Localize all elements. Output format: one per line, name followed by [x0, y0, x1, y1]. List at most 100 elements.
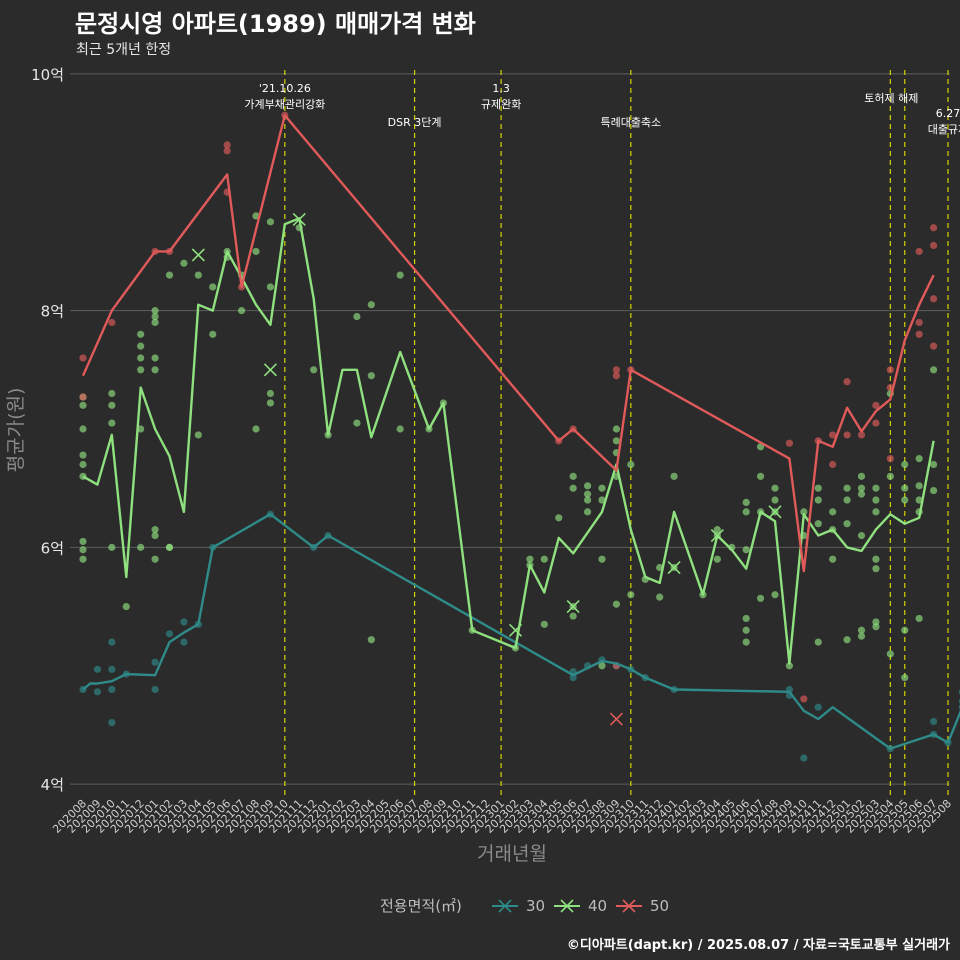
data-point-40 — [742, 614, 750, 623]
data-point-40 — [396, 271, 404, 279]
data-point-40 — [742, 638, 750, 646]
cross-marker-40 — [292, 212, 306, 227]
data-point-50 — [829, 431, 837, 439]
data-point-40 — [915, 454, 923, 463]
data-point-40 — [209, 330, 217, 338]
data-point-30 — [151, 658, 159, 666]
data-point-30 — [569, 674, 577, 682]
data-point-40 — [266, 283, 275, 291]
data-point-40 — [137, 342, 145, 350]
data-point-40 — [627, 460, 635, 469]
data-point-40 — [583, 496, 592, 504]
data-point-50 — [223, 147, 231, 155]
data-point-40 — [656, 593, 664, 601]
scatter-points — [79, 111, 960, 762]
data-point-50 — [929, 224, 938, 232]
grid-lines — [70, 73, 950, 785]
data-point-50 — [915, 247, 923, 256]
data-point-40 — [79, 401, 87, 409]
data-point-40 — [886, 650, 894, 658]
annotation-label: 6.27 — [936, 107, 960, 120]
data-point-40 — [237, 307, 246, 315]
data-point-40 — [612, 425, 621, 433]
data-point-40 — [367, 372, 375, 380]
data-point-50 — [886, 454, 894, 463]
data-point-40 — [151, 366, 159, 374]
data-point-40 — [670, 472, 678, 480]
legend-title: 전용면적(㎡) — [380, 897, 462, 915]
data-point-40 — [843, 496, 851, 504]
annotation-label: DSR 3단계 — [388, 116, 442, 129]
data-point-50 — [108, 318, 116, 327]
data-point-40 — [137, 354, 145, 362]
data-point-40 — [771, 484, 779, 492]
y-axis-ticks: 4억 6억 8억 10억 — [31, 66, 64, 794]
data-point-40 — [742, 498, 750, 506]
data-point-40 — [857, 632, 866, 640]
data-point-40 — [569, 472, 577, 480]
data-point-40 — [122, 602, 130, 611]
data-point-40 — [79, 555, 87, 563]
data-point-40 — [79, 460, 87, 469]
data-point-40 — [353, 419, 361, 427]
data-point-50 — [79, 393, 87, 401]
data-point-40 — [843, 636, 851, 644]
data-point-40 — [151, 307, 159, 315]
data-point-40 — [151, 312, 159, 321]
data-point-50 — [872, 401, 880, 409]
data-point-40 — [252, 247, 260, 256]
data-point-40 — [843, 520, 851, 528]
cross-marker-40 — [508, 623, 523, 637]
data-point-40 — [583, 508, 592, 516]
chart-caption: ©디아파트(dapt.kr) / 2025.08.07 / 자료=국토교통부 실… — [566, 938, 950, 953]
data-point-40 — [872, 555, 880, 563]
data-point-40 — [857, 490, 866, 498]
data-point-50 — [886, 366, 894, 374]
data-point-40 — [929, 460, 938, 469]
data-point-40 — [540, 555, 548, 563]
data-point-40 — [800, 508, 808, 516]
legend: 전용면적(㎡) 30 40 50 — [380, 897, 669, 915]
data-point-40 — [137, 330, 145, 338]
data-point-40 — [857, 626, 866, 634]
data-point-50 — [79, 354, 87, 362]
data-point-40 — [901, 674, 909, 682]
data-point-40 — [367, 301, 375, 309]
data-point-40 — [929, 366, 938, 374]
data-point-40 — [785, 662, 794, 670]
data-point-40 — [396, 425, 404, 433]
data-point-40 — [79, 425, 87, 433]
data-point-40 — [915, 482, 923, 490]
data-point-40 — [814, 484, 822, 492]
series-line-50 — [81, 114, 935, 573]
legend-key-cross — [498, 899, 512, 913]
data-point-40 — [598, 662, 606, 670]
y-axis-title: 평균가(원) — [5, 388, 27, 473]
data-point-40 — [872, 565, 880, 573]
data-point-40 — [151, 531, 159, 540]
data-point-40 — [742, 546, 750, 554]
data-point-30 — [93, 665, 102, 673]
legend-label: 40 — [588, 897, 607, 915]
data-point-40 — [814, 496, 822, 504]
data-point-40 — [108, 401, 116, 409]
data-point-40 — [108, 543, 116, 551]
data-point-40 — [872, 508, 880, 516]
data-point-40 — [194, 271, 202, 279]
data-point-40 — [814, 520, 822, 528]
data-point-40 — [857, 531, 866, 540]
annotation-label: 특례대출축소 — [600, 116, 661, 129]
data-point-40 — [353, 312, 361, 321]
data-point-40 — [872, 496, 880, 504]
data-point-50 — [612, 372, 621, 380]
data-point-40 — [526, 555, 534, 563]
data-point-40 — [713, 555, 721, 563]
data-point-40 — [209, 283, 217, 291]
data-point-40 — [367, 636, 375, 644]
data-point-40 — [829, 508, 837, 516]
annotation-label: 대출규제 — [928, 123, 960, 136]
data-point-40 — [165, 543, 174, 551]
data-point-40 — [872, 484, 880, 492]
data-point-40 — [252, 425, 260, 433]
